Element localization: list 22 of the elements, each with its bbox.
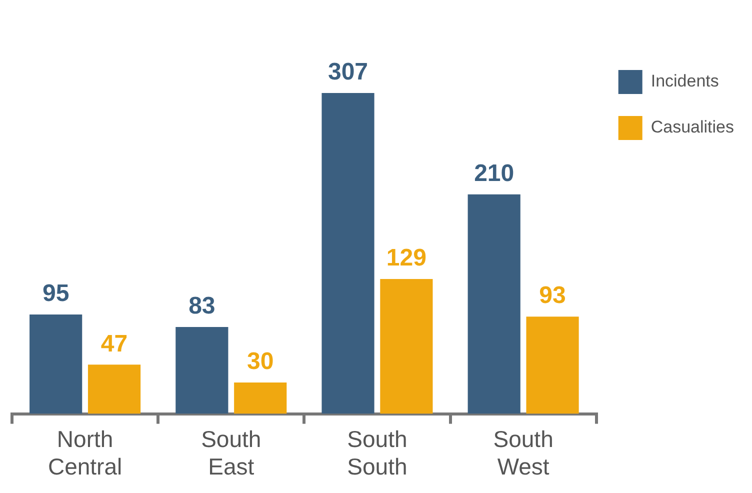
- data-label: 307: [328, 58, 368, 86]
- bar: [526, 316, 579, 414]
- x-tick-label: South South: [347, 426, 408, 480]
- bar: [88, 364, 141, 414]
- bar: [176, 327, 228, 414]
- data-label: 129: [386, 244, 426, 272]
- x-tick-label: South East: [201, 426, 262, 480]
- data-label: 210: [474, 160, 514, 187]
- bar: [380, 278, 433, 414]
- data-label: 95: [42, 280, 70, 308]
- legend-label: Casualities: [650, 118, 734, 137]
- data-label: 30: [247, 348, 274, 376]
- x-tick-label: South West: [493, 426, 554, 480]
- x-tick-label: North Central: [48, 426, 122, 480]
- data-label: 47: [100, 330, 128, 358]
- data-label: 83: [188, 292, 216, 320]
- bar: [30, 314, 82, 414]
- data-label: 93: [539, 282, 566, 310]
- bar: [322, 92, 374, 414]
- bar: [468, 194, 520, 414]
- bar: [234, 382, 287, 414]
- legend-label: Incidents: [650, 72, 719, 91]
